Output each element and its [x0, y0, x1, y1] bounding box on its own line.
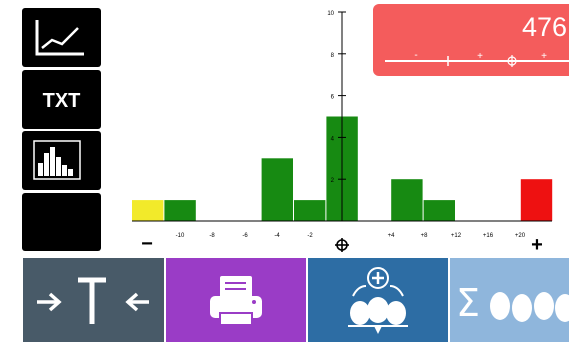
- scale-plus-label-1: +: [477, 51, 483, 62]
- histogram-bar: [261, 158, 293, 221]
- y-tick-label: 10: [327, 11, 334, 17]
- histogram-bar: [423, 200, 455, 221]
- x-tick-label: +12: [451, 233, 462, 239]
- x-tick-label: -6: [242, 233, 248, 239]
- line-chart-icon: [35, 20, 84, 56]
- txt-label: TXT: [42, 90, 81, 112]
- measurement-panel: 476 - + +: [373, 4, 569, 76]
- line-chart-button[interactable]: [22, 8, 101, 67]
- histogram-icon: [33, 140, 81, 180]
- tare-icon: [37, 277, 149, 324]
- x-tick-label: -2: [307, 233, 313, 239]
- scale-target-icon: [506, 55, 518, 67]
- minus-symbol: −: [141, 233, 153, 255]
- histogram-bar: [520, 179, 553, 221]
- x-tick-label: +4: [388, 233, 396, 239]
- y-tick-label: 2: [331, 178, 335, 184]
- svg-text:Σ: Σ: [456, 281, 480, 325]
- center-target-icon: [335, 238, 349, 252]
- histogram-bar: [164, 200, 196, 221]
- printer-icon: [210, 276, 262, 326]
- add-to-total-icon: [348, 267, 408, 334]
- sum-total-icon: Σ: [456, 281, 569, 325]
- add-to-total-button[interactable]: [308, 258, 448, 342]
- measurement-value: 476: [521, 12, 567, 42]
- blank-button[interactable]: [22, 193, 101, 251]
- scale-plus-label-2: +: [541, 51, 547, 62]
- y-tick-label: 6: [331, 95, 335, 101]
- x-tick-label: +16: [483, 233, 494, 239]
- txt-button[interactable]: TXT: [22, 70, 101, 129]
- x-tick-label: -8: [209, 233, 215, 239]
- y-tick-label: 8: [331, 53, 335, 59]
- histogram-bar: [294, 200, 326, 221]
- x-tick-label: +8: [421, 233, 429, 239]
- y-tick-label: 4: [331, 136, 335, 142]
- histogram-bar: [391, 179, 423, 221]
- tolerance-scale: - + +: [385, 50, 569, 67]
- scale-minus-label: -: [414, 50, 417, 61]
- print-button[interactable]: [166, 258, 306, 342]
- x-tick-label: -4: [274, 233, 280, 239]
- sum-total-button[interactable]: Σ: [450, 258, 569, 342]
- histogram-bar: [132, 200, 164, 221]
- histogram-button[interactable]: [22, 131, 101, 190]
- x-tick-label: +20: [515, 233, 526, 239]
- tare-button[interactable]: [23, 258, 164, 342]
- x-tick-label: -10: [176, 233, 185, 239]
- plus-symbol: +: [531, 234, 543, 256]
